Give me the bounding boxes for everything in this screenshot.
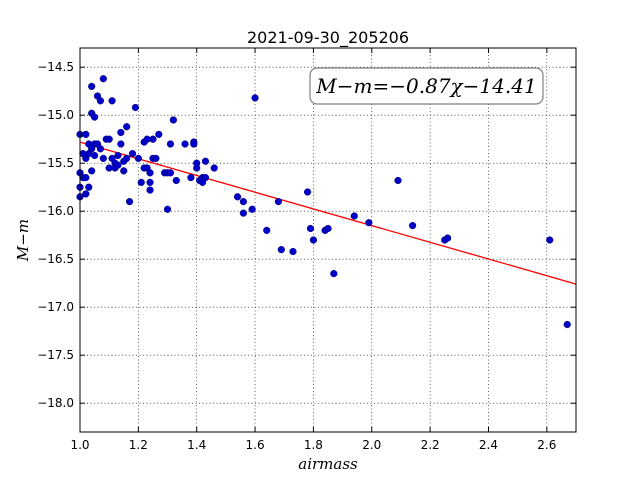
data-point	[201, 174, 210, 182]
data-point	[263, 226, 271, 235]
data-point	[152, 154, 160, 163]
y-tick-label: −17.0	[37, 300, 74, 314]
data-point	[88, 167, 96, 175]
data-point	[114, 151, 122, 160]
x-tick-label: 2.4	[479, 438, 498, 452]
fit-line	[79, 141, 577, 285]
y-tick-label: −14.5	[37, 60, 74, 74]
annotation-text: M−m=−0.87χ−14.41	[315, 74, 536, 98]
plot-frame	[79, 47, 577, 433]
x-tick-label: 2.6	[537, 438, 556, 452]
y-tick-label: −16.5	[37, 252, 74, 266]
data-point	[444, 234, 452, 242]
data-point	[108, 97, 116, 105]
data-point	[239, 209, 247, 217]
data-point	[166, 140, 175, 148]
data-point	[394, 176, 402, 185]
data-point	[210, 164, 218, 172]
data-point	[96, 145, 105, 153]
data-point	[289, 247, 297, 256]
data-point	[146, 169, 154, 177]
data-point	[96, 97, 105, 105]
data-point	[306, 224, 315, 233]
data-point	[117, 128, 125, 137]
data-point	[303, 188, 312, 196]
y-tick-label: −16.0	[37, 204, 74, 218]
data-point	[233, 193, 242, 201]
data-point	[277, 246, 285, 254]
data-point	[99, 75, 107, 83]
x-tick-label: 1.2	[129, 438, 148, 452]
x-tick-label: 1.4	[187, 438, 206, 452]
data-point	[90, 151, 99, 160]
data-point	[146, 178, 154, 187]
fit-annotation: M−m=−0.87χ−14.41	[309, 67, 544, 105]
data-point	[350, 212, 358, 220]
data-point	[90, 113, 99, 121]
data-point	[190, 140, 198, 148]
data-point	[248, 205, 256, 213]
data-point	[137, 178, 145, 187]
x-axis-label: airmass	[298, 455, 358, 473]
data-point	[181, 140, 189, 148]
data-point	[251, 94, 259, 102]
chart-title: 2021-09-30_205206	[247, 28, 409, 48]
data-point	[128, 150, 137, 158]
x-tick-label: 2.2	[421, 438, 440, 452]
y-tick-label: −17.5	[37, 348, 74, 362]
data-point	[187, 174, 195, 182]
data-point	[123, 123, 131, 131]
data-point	[131, 103, 140, 112]
data-point	[82, 130, 90, 139]
data-point	[324, 224, 332, 233]
x-tick-label: 1.8	[304, 438, 323, 452]
data-point	[82, 190, 90, 198]
data-point	[126, 198, 134, 206]
data-point	[274, 198, 283, 206]
data-point	[105, 135, 113, 143]
annotation-box	[309, 67, 544, 105]
data-point	[99, 154, 107, 163]
data-point	[201, 157, 210, 165]
x-tick-label: 1.6	[246, 438, 265, 452]
data-point	[155, 130, 163, 139]
y-tick-label: −18.0	[37, 396, 74, 410]
data-point	[82, 174, 90, 182]
y-tick-label: −15.5	[37, 156, 74, 170]
data-point	[117, 140, 125, 148]
data-point	[134, 154, 142, 163]
data-point	[88, 82, 96, 91]
data-point	[169, 116, 177, 124]
data-point	[149, 135, 157, 143]
data-points	[76, 75, 571, 329]
fit-line-group	[79, 141, 577, 285]
data-point	[365, 219, 373, 227]
y-tick-label: −15.0	[37, 108, 74, 122]
data-point	[409, 222, 417, 230]
axis-ticks: 1.0 1.2 1.4 1.6 1.8 2.0 2.2 2.4 2.6 −14.5 −15.0 −15…	[37, 48, 576, 452]
data-point	[546, 236, 554, 244]
data-point	[123, 154, 131, 163]
y-axis-label: M−m	[14, 219, 32, 262]
data-point	[163, 205, 172, 213]
data-point	[239, 198, 247, 206]
x-tick-label: 1.0	[70, 438, 89, 452]
x-tick-label: 2.0	[362, 438, 381, 452]
data-point	[166, 169, 175, 177]
data-point	[309, 236, 318, 244]
data-point	[172, 176, 180, 185]
data-point	[85, 183, 93, 191]
data-point	[193, 164, 201, 172]
data-point	[114, 161, 122, 169]
data-point	[120, 167, 128, 175]
data-point	[146, 186, 154, 194]
data-point	[563, 320, 571, 329]
data-point	[330, 270, 338, 278]
